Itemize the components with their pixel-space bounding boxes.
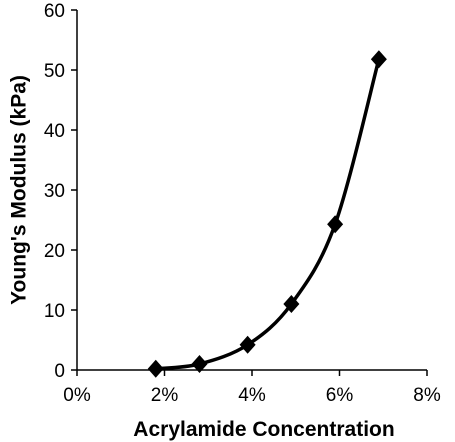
x-tick-label: 8% [413, 385, 441, 406]
y-tick-label: 0 [54, 361, 65, 382]
data-point-marker [191, 355, 208, 373]
data-point-marker [370, 50, 387, 69]
data-point-marker [283, 295, 300, 313]
y-tick-label: 30 [44, 181, 65, 202]
y-axis-title: Young's Modulus (kPa) [8, 75, 31, 305]
axes [76, 10, 427, 371]
y-tick-label: 40 [44, 121, 65, 142]
data-point-marker [239, 335, 256, 354]
y-tick-label: 50 [44, 61, 65, 82]
data-point-marker [147, 359, 164, 378]
trend-curve [155, 58, 381, 371]
x-tick-label: 2% [151, 385, 179, 406]
y-ticks: 0 10 20 30 40 50 60 [44, 1, 77, 382]
x-axis-title: Acrylamide Concentration [133, 418, 394, 441]
y-tick-label: 60 [44, 1, 65, 22]
y-tick-label: 20 [44, 241, 65, 262]
data-point-marker [327, 215, 344, 234]
x-tick-label: 0% [63, 385, 91, 406]
data-markers [147, 50, 387, 378]
x-tick-label: 6% [326, 385, 354, 406]
x-ticks: 0% 2% 4% 6% 8% [63, 370, 441, 406]
y-tick-label: 10 [44, 301, 65, 322]
x-tick-label: 4% [238, 385, 266, 406]
